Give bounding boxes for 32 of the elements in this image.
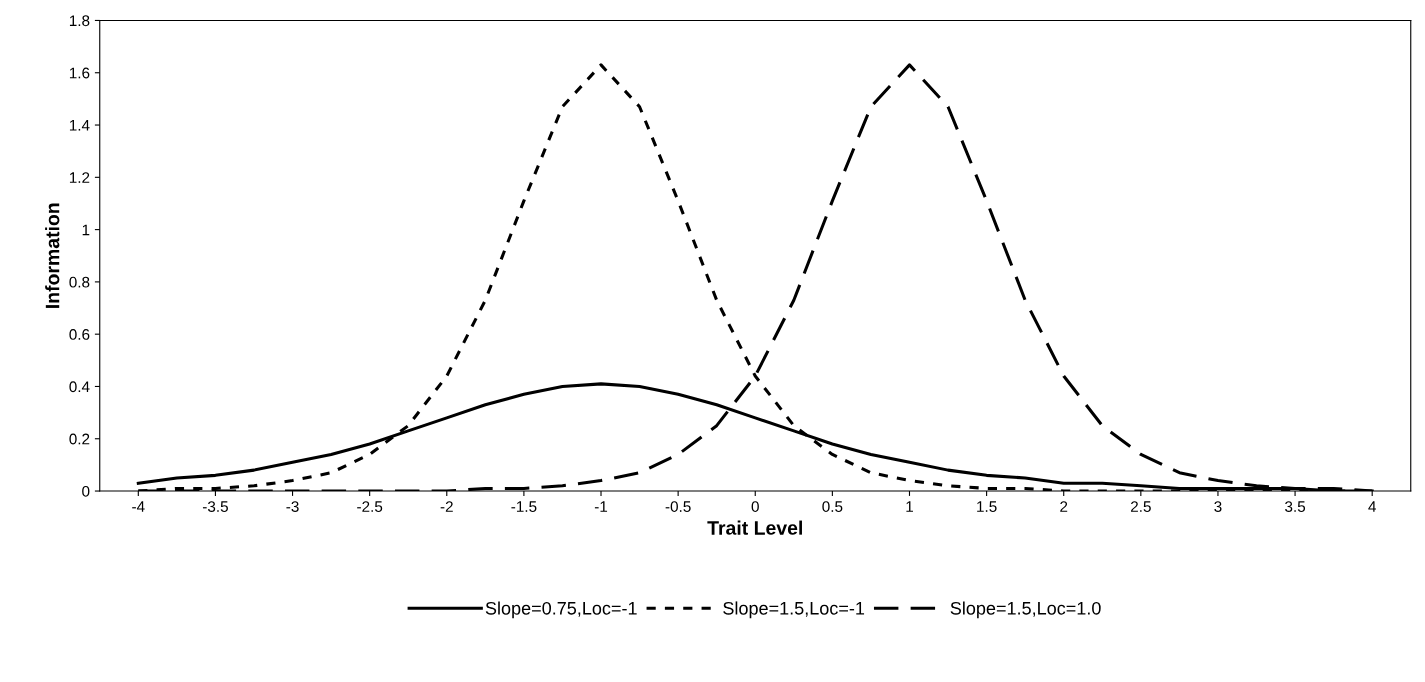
x-tick-label: -2.5: [357, 501, 383, 512]
y-axis-title: Information: [45, 203, 60, 308]
y-tick-label: 1.2: [69, 172, 90, 183]
x-tick-label: 2: [1060, 501, 1068, 512]
y-tick-label: 0.6: [69, 329, 90, 340]
x-tick-label: -3.5: [202, 501, 228, 512]
x-tick-label: 1.5: [977, 501, 997, 512]
y-tick-label: 0: [82, 485, 90, 497]
x-tick-label: 3: [1214, 501, 1222, 512]
x-tick-label: -1: [594, 501, 608, 512]
legend-label: Slope=0.75,Loc=-1: [485, 601, 637, 619]
x-axis-title: Trait Level: [707, 520, 802, 535]
y-tick-label: 0.2: [69, 433, 90, 445]
x-tick-label: 0: [751, 501, 759, 512]
x-tick-label: 2.5: [1130, 501, 1151, 512]
legend-label: Slope=1.5,Loc=1.0: [950, 601, 1101, 619]
x-tick-label: -0.5: [665, 501, 691, 512]
y-tick-label: 1: [82, 224, 90, 236]
x-tick-label: 0.5: [822, 501, 843, 512]
x-tick-label: 3.5: [1285, 501, 1306, 512]
y-tick-label: 0.8: [69, 276, 90, 288]
y-tick-label: 1.8: [69, 15, 90, 27]
y-tick-label: 1.4: [69, 120, 90, 131]
x-tick-label: -3: [286, 501, 299, 512]
x-tick-label: 4: [1368, 501, 1376, 512]
x-tick-label: -4: [132, 501, 145, 512]
x-tick-label: 1: [906, 501, 913, 512]
x-tick-label: -2: [440, 501, 453, 512]
x-tick-label: -1.5: [511, 501, 537, 512]
y-tick-label: 1.6: [69, 67, 90, 79]
y-tick-label: 0.4: [69, 381, 90, 393]
legend-label: Slope=1.5,Loc=-1: [723, 601, 865, 619]
